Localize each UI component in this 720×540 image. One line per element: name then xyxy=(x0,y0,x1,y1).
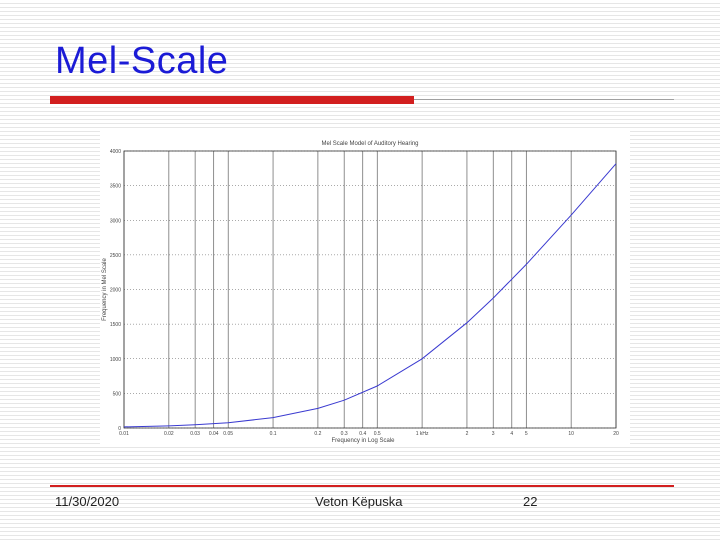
x-tick-label: 0.03 xyxy=(190,431,200,437)
x-tick-label: 0.4 xyxy=(359,431,366,437)
x-tick-label: 5 xyxy=(525,431,528,437)
x-tick-label: 0.05 xyxy=(223,431,233,437)
chart-figure: 0 500 1000 1500 2000 2500 3000 3500 4000 0.01 0.0… xyxy=(100,130,630,445)
y-tick-label: 1000 xyxy=(110,357,121,363)
chart-title: Mel Scale Model of Auditory Hearing xyxy=(321,141,418,147)
y-tick-label: 1500 xyxy=(110,322,121,328)
x-tick-label: 0.2 xyxy=(314,431,321,437)
mel-curve xyxy=(123,163,617,428)
title-underline-thin xyxy=(414,99,674,100)
x-tick-label: 4 xyxy=(510,431,513,437)
x-tick-labels: 0.01 0.02 0.03 0.04 0.05 0.1 0.2 0.3 0.4 0.5 1 kHz… xyxy=(119,431,619,437)
y-gridlines xyxy=(124,150,616,429)
x-tick-label: 1 kHz xyxy=(416,431,429,437)
x-tick-label: 10 xyxy=(568,431,574,437)
x-tick-label: 0.1 xyxy=(270,431,277,437)
slide-title: Mel-Scale xyxy=(55,40,229,82)
y-tick-label: 3000 xyxy=(110,218,121,224)
y-axis-label: Frequency in Mel Scale xyxy=(102,257,108,320)
footer-rule xyxy=(50,485,674,487)
y-tick-label: 2500 xyxy=(110,253,121,259)
x-tick-label: 0.01 xyxy=(119,431,129,437)
footer-page-number: 22 xyxy=(523,494,538,509)
x-tick-label: 2 xyxy=(466,431,469,437)
title-underline-accent xyxy=(50,96,414,104)
y-tick-label: 2000 xyxy=(110,288,121,294)
x-gridlines xyxy=(123,151,617,428)
x-tick-label: 0.02 xyxy=(164,431,174,437)
x-tick-label: 20 xyxy=(613,431,619,437)
y-tick-label: 0 xyxy=(118,426,121,432)
x-tick-label: 0.3 xyxy=(341,431,348,437)
x-axis-label: Frequency in Log Scale xyxy=(331,438,395,444)
axes-frame xyxy=(123,150,617,429)
footer-author: Veton Këpuska xyxy=(315,494,403,509)
x-tick-label: 3 xyxy=(492,431,495,437)
y-tick-label: 500 xyxy=(113,391,122,397)
x-tick-label: 0.04 xyxy=(209,431,219,437)
y-tick-label: 4000 xyxy=(110,149,121,155)
y-tick-labels: 0 500 1000 1500 2000 2500 3000 3500 4000 xyxy=(110,149,121,432)
y-tick-label: 3500 xyxy=(110,184,121,190)
x-tick-label: 0.5 xyxy=(374,431,381,437)
footer-date: 11/30/2020 xyxy=(55,494,120,509)
